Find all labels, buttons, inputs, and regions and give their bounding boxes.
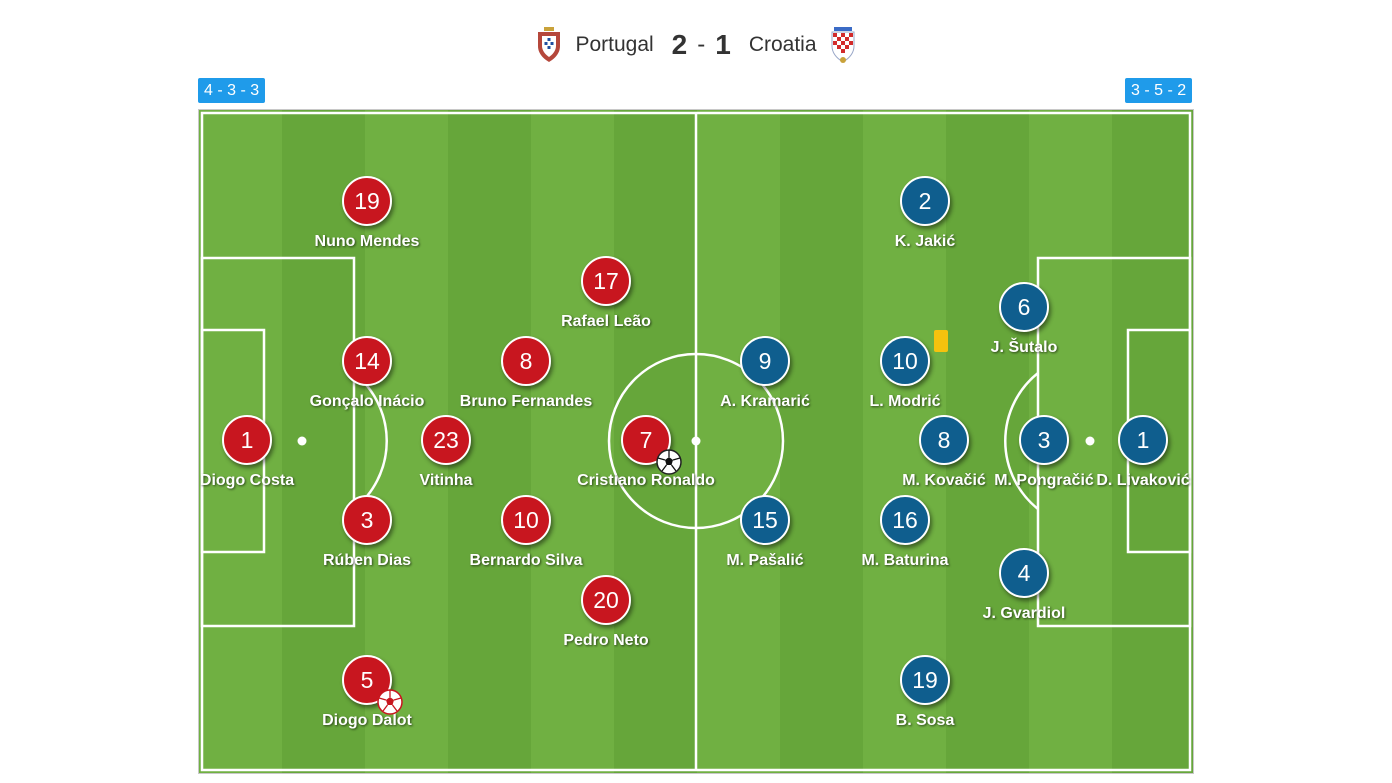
football-icon: [377, 689, 403, 715]
player-number: 19: [342, 176, 392, 226]
match-header: Portugal 2 - 1 Croatia: [0, 22, 1392, 68]
home-score: 2: [671, 29, 688, 60]
player-number-text: 7: [639, 426, 653, 453]
home-formation-badge: 4 - 3 - 3: [198, 78, 266, 103]
player-croatia-8[interactable]: 8 M. Kovačić: [874, 415, 1014, 490]
player-number: 23: [421, 415, 471, 465]
player-name: M. Baturina: [861, 552, 949, 569]
away-score: 1: [715, 29, 731, 60]
player-name: Bruno Fernandes: [459, 393, 593, 410]
player-number-text: 10: [892, 347, 918, 374]
player-name: M. Pašalić: [726, 552, 804, 569]
player-portugal-10[interactable]: 10 Bernardo Silva: [456, 495, 596, 570]
player-name: M. Pongračić: [994, 472, 1094, 489]
player-name: M. Kovačić: [902, 472, 986, 489]
away-formation-badge: 3 - 5 - 2: [1125, 78, 1193, 103]
player-croatia-2[interactable]: 2 K. Jakić: [855, 176, 995, 251]
player-name: Cristiano Ronaldo: [577, 472, 715, 489]
player-number: 14: [342, 336, 392, 386]
player-name: Vitinha: [419, 472, 473, 489]
player-number: 15: [740, 495, 790, 545]
player-number: 2: [900, 176, 950, 226]
player-number: 1: [1118, 415, 1168, 465]
player-name: A. Kramarić: [720, 393, 810, 410]
player-name: K. Jakić: [894, 233, 956, 250]
player-croatia-16[interactable]: 16 M. Baturina: [835, 495, 975, 570]
yellow-card-icon: [934, 330, 948, 352]
player-name: Gonçalo Inácio: [309, 393, 425, 410]
player-croatia-19[interactable]: 19 B. Sosa: [855, 655, 995, 730]
player-number: 10: [880, 330, 948, 386]
player-croatia-1[interactable]: 1 D. Livaković: [1073, 415, 1213, 490]
player-number: 8: [919, 415, 969, 465]
player-number: 5: [342, 655, 403, 715]
player-portugal-7[interactable]: 7 Cristiano Ronaldo: [576, 415, 716, 490]
player-croatia-6[interactable]: 6 J. Šutalo: [954, 282, 1094, 357]
player-name: Bernardo Silva: [469, 552, 583, 569]
player-number: 4: [999, 548, 1049, 598]
player-name: Diogo Costa: [199, 472, 295, 489]
player-name: Diogo Dalot: [322, 712, 412, 729]
player-name: Pedro Neto: [563, 632, 649, 649]
player-number: 1: [222, 415, 272, 465]
player-portugal-19[interactable]: 19 Nuno Mendes: [297, 176, 437, 251]
away-team-name: Croatia: [748, 33, 817, 56]
player-number-text: 5: [360, 666, 374, 693]
player-number: 17: [581, 256, 631, 306]
player-number: 6: [999, 282, 1049, 332]
player-number: 16: [880, 495, 930, 545]
player-number: 10: [501, 495, 551, 545]
football-icon: [656, 449, 682, 475]
player-number: 20: [581, 575, 631, 625]
player-number: 8: [501, 336, 551, 386]
player-croatia-15[interactable]: 15 M. Pašalić: [695, 495, 835, 570]
player-number: 3: [1019, 415, 1069, 465]
player-name: J. Šutalo: [990, 339, 1058, 356]
croatia-crest-icon: [827, 25, 859, 65]
player-portugal-23[interactable]: 23 Vitinha: [376, 415, 516, 490]
player-name: J. Gvardiol: [982, 605, 1066, 622]
player-number: 7: [621, 415, 682, 475]
player-number: 3: [342, 495, 392, 545]
player-portugal-5[interactable]: 5 Diogo Dalot: [297, 655, 437, 730]
player-name: B. Sosa: [895, 712, 955, 729]
player-name: Nuno Mendes: [314, 233, 420, 250]
player-name: Rafael Leão: [561, 313, 651, 330]
player-number: 9: [740, 336, 790, 386]
player-name: Rúben Dias: [322, 552, 411, 569]
player-croatia-4[interactable]: 4 J. Gvardiol: [954, 548, 1094, 623]
home-team-name: Portugal: [575, 33, 654, 56]
player-portugal-1[interactable]: 1 Diogo Costa: [177, 415, 317, 490]
player-portugal-17[interactable]: 17 Rafael Leão: [536, 256, 676, 331]
score-separator: -: [697, 31, 706, 58]
player-number: 19: [900, 655, 950, 705]
player-name: D. Livaković: [1096, 472, 1190, 489]
player-name: L. Modrić: [869, 393, 941, 410]
player-portugal-14[interactable]: 14 Gonçalo Inácio: [297, 336, 437, 411]
portugal-crest-icon: [533, 25, 565, 65]
player-croatia-9[interactable]: 9 A. Kramarić: [695, 336, 835, 411]
player-portugal-8[interactable]: 8 Bruno Fernandes: [456, 336, 596, 411]
player-croatia-3[interactable]: 3 M. Pongračić: [974, 415, 1114, 490]
player-croatia-10[interactable]: 10 L. Modrić: [835, 330, 975, 411]
player-portugal-3[interactable]: 3 Rúben Dias: [297, 495, 437, 570]
player-portugal-20[interactable]: 20 Pedro Neto: [536, 575, 676, 650]
